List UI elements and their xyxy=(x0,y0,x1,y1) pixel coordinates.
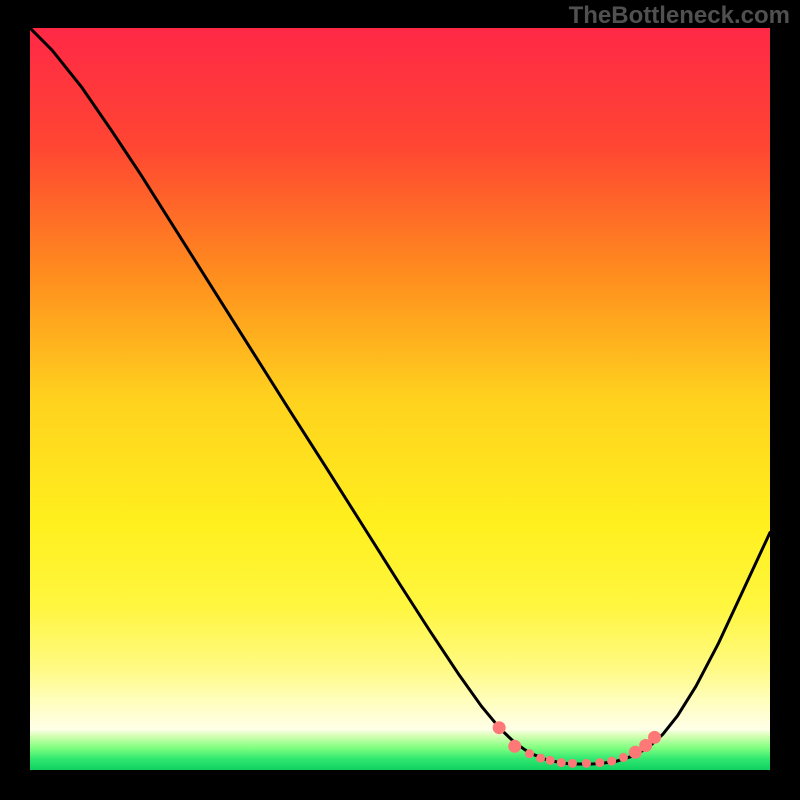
marker-dot xyxy=(536,754,545,763)
chart-svg xyxy=(30,28,770,770)
marker-dot xyxy=(525,749,534,758)
plot-area xyxy=(30,28,770,770)
gradient-background xyxy=(30,28,770,770)
marker-dot xyxy=(546,756,555,765)
marker-dot xyxy=(648,731,661,744)
marker-dot xyxy=(582,759,591,768)
marker-dot xyxy=(595,758,604,767)
marker-dot xyxy=(493,721,506,734)
marker-dot xyxy=(568,759,577,768)
chart-container: TheBottleneck.com xyxy=(0,0,800,800)
marker-dot xyxy=(508,740,521,753)
watermark-text: TheBottleneck.com xyxy=(569,2,790,30)
marker-dot xyxy=(619,753,628,762)
marker-dot xyxy=(557,758,566,767)
marker-dot xyxy=(607,757,616,766)
